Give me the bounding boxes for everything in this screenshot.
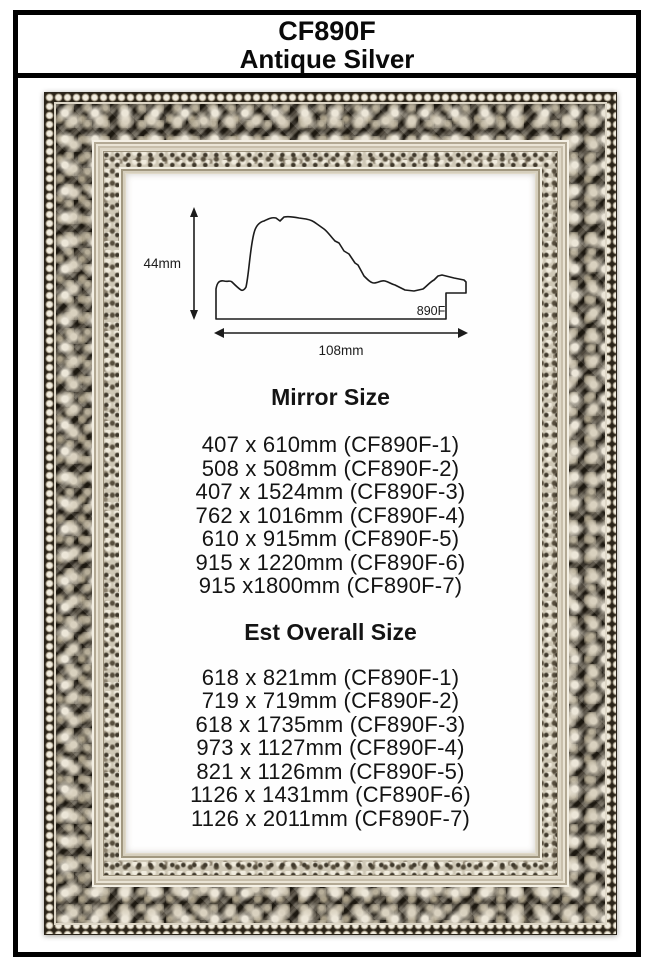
height-dimension-label: 44mm (143, 256, 181, 271)
frame-ornate-scroll-band: 44mm 108mm 890F Mirror Size (56, 104, 605, 923)
frame-smooth-band: 44mm 108mm 890F Mirror Size (92, 140, 569, 887)
product-finish: Antique Silver (239, 44, 415, 74)
profile-outline (215, 215, 467, 320)
mirror-size-item: 915 x1800mm (CF890F-7) (198, 573, 463, 598)
mirror-size-item: 407 x 1524mm (CF890F-3) (195, 479, 466, 504)
mirror-size-title: Mirror Size (271, 384, 390, 410)
mirror-size-list: 407 x 610mm (CF890F-1) 508 x 508mm (CF890… (126, 433, 535, 598)
overall-size-item: 618 x 821mm (CF890F-1) (201, 664, 460, 690)
mirror-size-item: 762 x 1016mm (CF890F-4) (195, 502, 466, 528)
frame-photo: 44mm 108mm 890F Mirror Size (44, 92, 617, 935)
frame-inner-lip: 44mm 108mm 890F Mirror Size (119, 167, 542, 860)
overall-size-item: 1126 x 2011mm (CF890F-7) (190, 805, 471, 831)
overall-size-title: Est Overall Size (244, 618, 417, 645)
frame-interior-panel: 44mm 108mm 890F Mirror Size (126, 174, 535, 853)
frame-outer-bead-band: 44mm 108mm 890F Mirror Size (44, 92, 617, 935)
frame-fine-ornament-band: 44mm 108mm 890F Mirror Size (103, 151, 558, 876)
mirror-size-item: 508 x 508mm (CF890F-2) (201, 455, 460, 481)
overall-size-item: 719 x 719mm (CF890F-2) (201, 688, 460, 713)
mirror-size-item: 407 x 610mm (CF890F-1) (201, 432, 460, 457)
moulding-profile-diagram: 44mm 108mm 890F (143, 207, 468, 358)
overall-size-item: 618 x 1735mm (CF890F-3) (195, 711, 466, 737)
frame-fillet-band: 44mm 108mm 890F Mirror Size (54, 102, 607, 925)
overall-size-item: 821 x 1126mm (CF890F-5) (196, 758, 465, 784)
header: CF890F Antique Silver (18, 15, 636, 78)
overall-size-item: 1126 x 1431mm (CF890F-6) (190, 782, 471, 807)
product-code: CF890F (278, 16, 376, 46)
overall-size-item: 973 x 1127mm (CF890F-4) (196, 735, 465, 760)
mirror-size-item: 915 x 1220mm (CF890F-6) (195, 549, 466, 575)
overall-size-list: 618 x 821mm (CF890F-1) 719 x 719mm (CF890… (126, 664, 535, 831)
mirror-size-item: 610 x 915mm (CF890F-5) (201, 526, 460, 551)
width-dimension-label: 108mm (318, 343, 363, 358)
profile-code-label: 890F (417, 304, 446, 318)
